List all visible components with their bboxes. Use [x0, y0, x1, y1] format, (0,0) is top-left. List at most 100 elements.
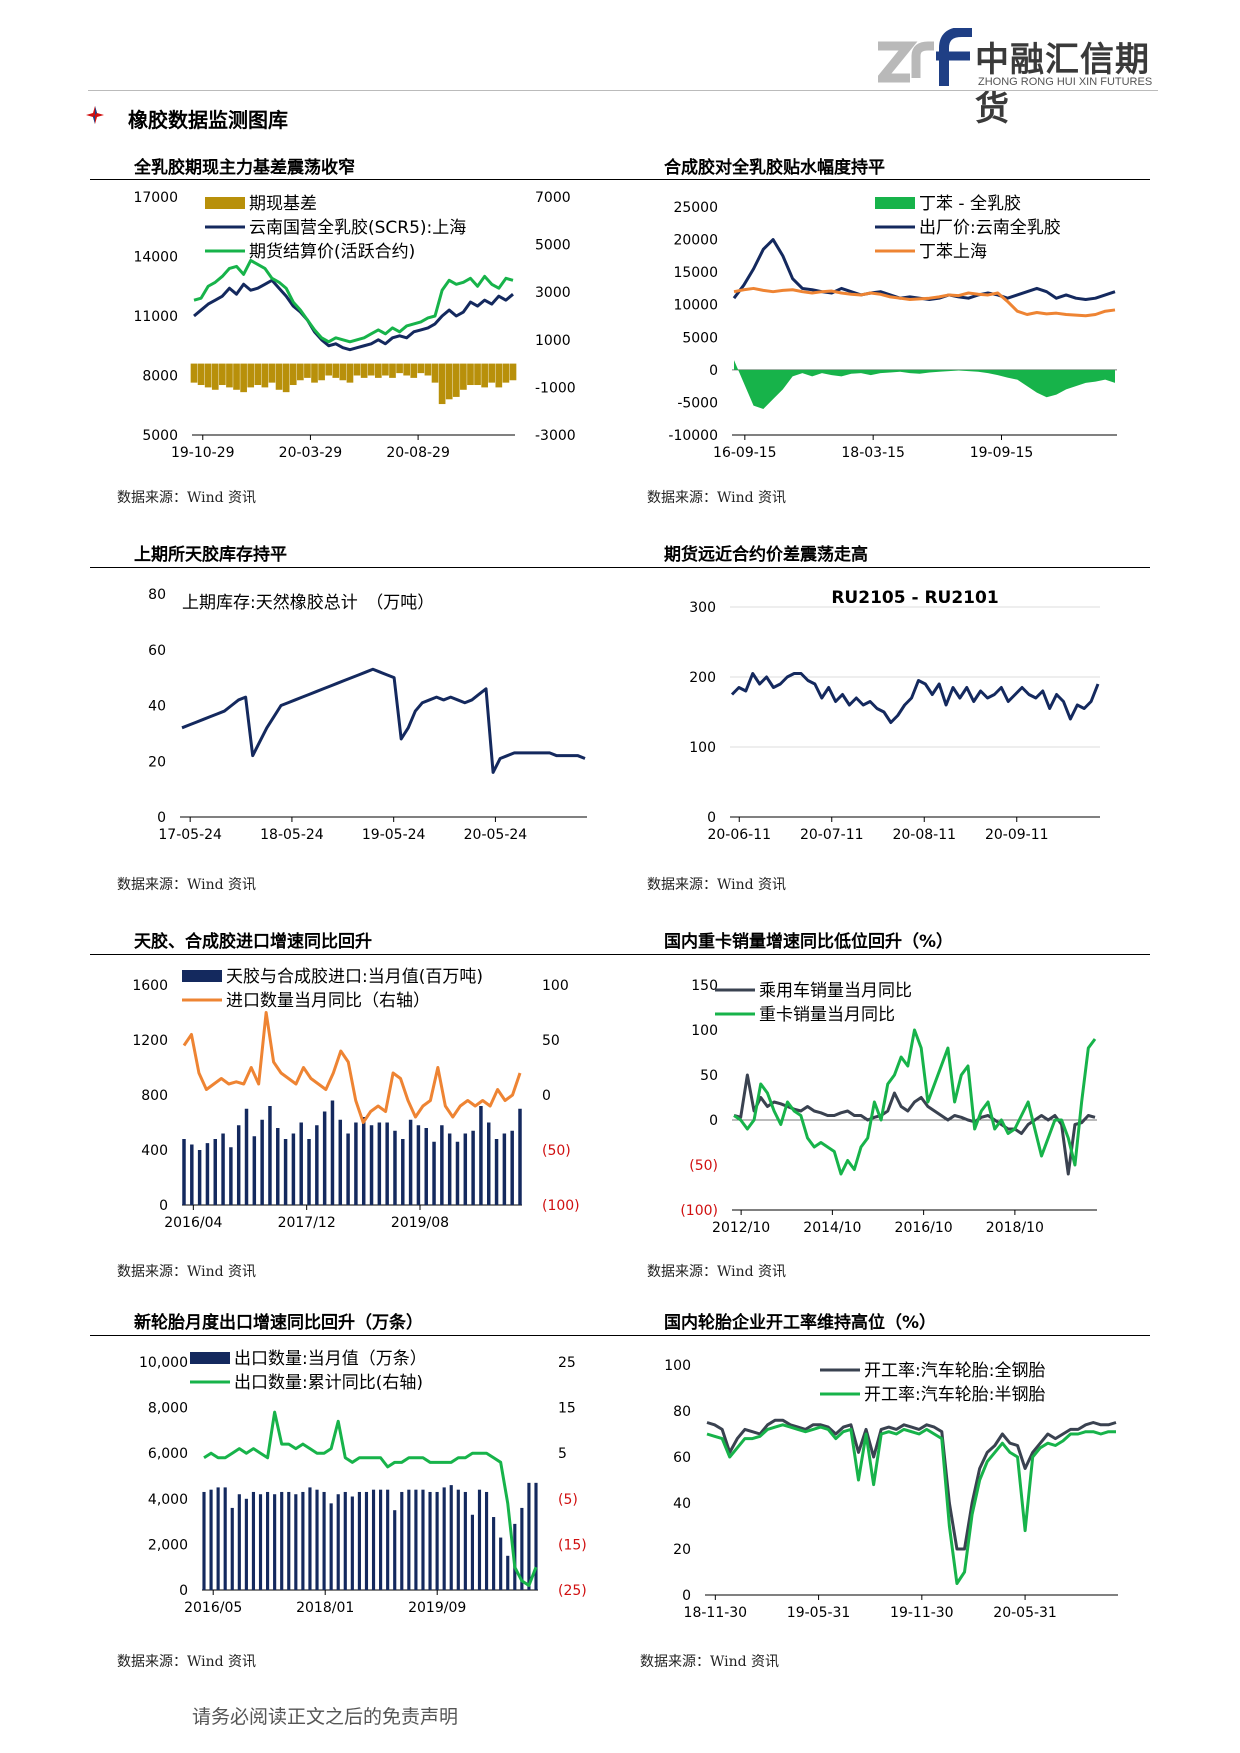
source-6: 数据来源：Wind 资讯 — [647, 1264, 787, 1280]
y-tick-label: 0 — [159, 1198, 168, 1214]
x-tick-label: 19-10-29 — [171, 445, 235, 461]
y-tick-label: 60 — [148, 643, 166, 659]
y2-tick-label: (15) — [558, 1537, 587, 1553]
bar-天胶与合成胶进口:当月值(百万吨) — [479, 1106, 483, 1205]
x-tick-label: 18-05-24 — [260, 827, 324, 843]
y2-tick-label: 25 — [558, 1355, 576, 1371]
y-tick-label: 6,000 — [148, 1446, 188, 1462]
area-丁苯 - 全乳胶 — [734, 360, 1115, 409]
bar-期现基差 — [424, 363, 432, 376]
x-tick-label: 2019/08 — [391, 1215, 449, 1231]
source-1: 数据来源：Wind 资讯 — [117, 490, 257, 506]
bar-期现基差 — [460, 363, 467, 390]
logo-mark-icon — [878, 28, 972, 86]
bar-期现基差 — [318, 363, 325, 381]
y2-tick-label: 5000 — [535, 238, 571, 254]
bar-期现基差 — [452, 363, 460, 397]
chart-title-4: 期货远近合约价差震荡走高 — [664, 545, 868, 565]
bar-天胶与合成胶进口:当月值(百万吨) — [510, 1130, 514, 1205]
y-tick-label: 20 — [673, 1542, 691, 1558]
y-tick-label: 10,000 — [139, 1355, 188, 1371]
bar-天胶与合成胶进口:当月值(百万吨) — [361, 1117, 366, 1205]
bar-天胶与合成胶进口:当月值(百万吨) — [213, 1139, 217, 1205]
bar-天胶与合成胶进口:当月值(百万吨) — [307, 1139, 311, 1205]
bar-天胶与合成胶进口:当月值(百万吨) — [518, 1108, 522, 1205]
legend-label: 天胶与合成胶进口:当月值(百万吨) — [226, 967, 483, 987]
y2-tick-label: 50 — [542, 1033, 560, 1049]
bar-天胶与合成胶进口:当月值(百万吨) — [440, 1125, 444, 1205]
truck-sales-chart: 150 100 50 0 (50) (100)2012/10 2014/10 2016/10 2… — [680, 978, 1097, 1236]
x-tick-label: 20-08-11 — [892, 827, 956, 843]
bar-期现基差 — [360, 363, 368, 378]
bar-天胶与合成胶进口:当月值(百万吨) — [447, 1133, 452, 1205]
y-tick-label: 100 — [691, 1023, 718, 1039]
y-tick-label: 8,000 — [148, 1401, 188, 1417]
y2-tick-label: 0 — [542, 1088, 551, 1104]
y-tick-label: 14000 — [133, 250, 178, 266]
basis-chart: 17000 14000 11000 8000 5000 7000 5000 3000 1000 -… — [133, 190, 575, 461]
chart-title-8: 国内轮胎企业开工率维持高位（%） — [664, 1313, 937, 1333]
source-2: 数据来源：Wind 资讯 — [647, 490, 787, 506]
bar-天胶与合成胶进口:当月值(百万吨) — [494, 1139, 499, 1205]
bar-天胶与合成胶进口:当月值(百万吨) — [424, 1128, 428, 1205]
chart-title-7: 新轮胎月度出口增速同比回升（万条） — [134, 1313, 423, 1333]
bar-出口数量:当月值（万条） — [484, 1491, 489, 1590]
bar-出口数量:当月值（万条） — [492, 1517, 496, 1590]
x-tick-label: 2018/01 — [296, 1600, 354, 1616]
bar-出口数量:当月值（万条） — [371, 1489, 376, 1590]
bar-出口数量:当月值（万条） — [520, 1507, 524, 1590]
bar-出口数量:当月值（万条） — [435, 1491, 439, 1590]
x-tick-label: 20-08-29 — [386, 445, 450, 461]
bar-天胶与合成胶进口:当月值(百万吨) — [315, 1125, 319, 1205]
y-tick-label: 300 — [689, 600, 716, 616]
bar-天胶与合成胶进口:当月值(百万吨) — [276, 1128, 280, 1205]
y-tick-label: 20 — [148, 754, 166, 770]
bar-出口数量:当月值（万条） — [428, 1491, 432, 1590]
legend-label: 出口数量:累计同比(右轴) — [234, 1373, 423, 1393]
bar-期现基差 — [445, 363, 453, 400]
bar-出口数量:当月值（万条） — [301, 1491, 305, 1590]
legend-label: 出口数量:当月值（万条） — [234, 1349, 427, 1369]
x-tick-label: 20-05-31 — [993, 1605, 1057, 1621]
bar-出口数量:当月值（万条） — [407, 1489, 411, 1590]
bar-期现基差 — [509, 363, 517, 381]
y-tick-label: 400 — [141, 1143, 168, 1159]
bar-期现基差 — [488, 363, 496, 383]
x-tick-label: 2014/10 — [803, 1220, 861, 1236]
bar-期现基差 — [353, 363, 361, 376]
bar-期现基差 — [382, 363, 389, 376]
y-tick-label: (50) — [689, 1158, 718, 1174]
bar-期现基差 — [204, 363, 212, 388]
bar-天胶与合成胶进口:当月值(百万吨) — [487, 1122, 491, 1205]
x-tick-label: 2016/04 — [164, 1215, 222, 1231]
bar-期现基差 — [410, 363, 418, 378]
bar-出口数量:当月值（万条） — [280, 1491, 284, 1590]
bar-天胶与合成胶进口:当月值(百万吨) — [322, 1111, 327, 1205]
line-RU2105 - RU2101 — [730, 672, 1100, 724]
source-5: 数据来源：Wind 资讯 — [117, 1264, 257, 1280]
y-tick-label: 0 — [157, 810, 166, 826]
y-tick-label: 60 — [673, 1450, 691, 1466]
bar-出口数量:当月值（万条） — [386, 1489, 390, 1590]
bar-天胶与合成胶进口:当月值(百万吨) — [354, 1122, 358, 1205]
bar-出口数量:当月值（万条） — [393, 1510, 397, 1590]
y-tick-label: 25000 — [673, 200, 718, 216]
line-开工率:汽车轮胎:半钢胎 — [706, 1423, 1116, 1585]
legend-label: 开工率:汽车轮胎:半钢胎 — [864, 1385, 1045, 1405]
x-tick-label: 20-09-11 — [985, 827, 1049, 843]
y-tick-label: 100 — [689, 740, 716, 756]
x-tick-label: 17-05-24 — [158, 827, 222, 843]
source-8: 数据来源：Wind 资讯 — [640, 1654, 780, 1670]
bar-出口数量:当月值（万条） — [456, 1489, 460, 1590]
chart-title-1: 全乳胶期现主力基差震荡收窄 — [134, 158, 355, 178]
x-tick-label: 16-09-15 — [713, 445, 777, 461]
bar-期现基差 — [268, 363, 276, 383]
tire-export-chart: 10,000 8,000 6,000 4,000 2,000 0 25 15 5 (5) (15) (… — [139, 1349, 587, 1616]
y-tick-label: 10000 — [673, 298, 718, 314]
source-4: 数据来源：Wind 资讯 — [647, 877, 787, 893]
bar-出口数量:当月值（万条） — [449, 1485, 453, 1590]
source-7: 数据来源：Wind 资讯 — [117, 1654, 257, 1670]
y2-tick-label: (50) — [542, 1143, 571, 1159]
bar-天胶与合成胶进口:当月值(百万吨) — [416, 1125, 421, 1205]
bar-出口数量:当月值（万条） — [336, 1494, 340, 1590]
